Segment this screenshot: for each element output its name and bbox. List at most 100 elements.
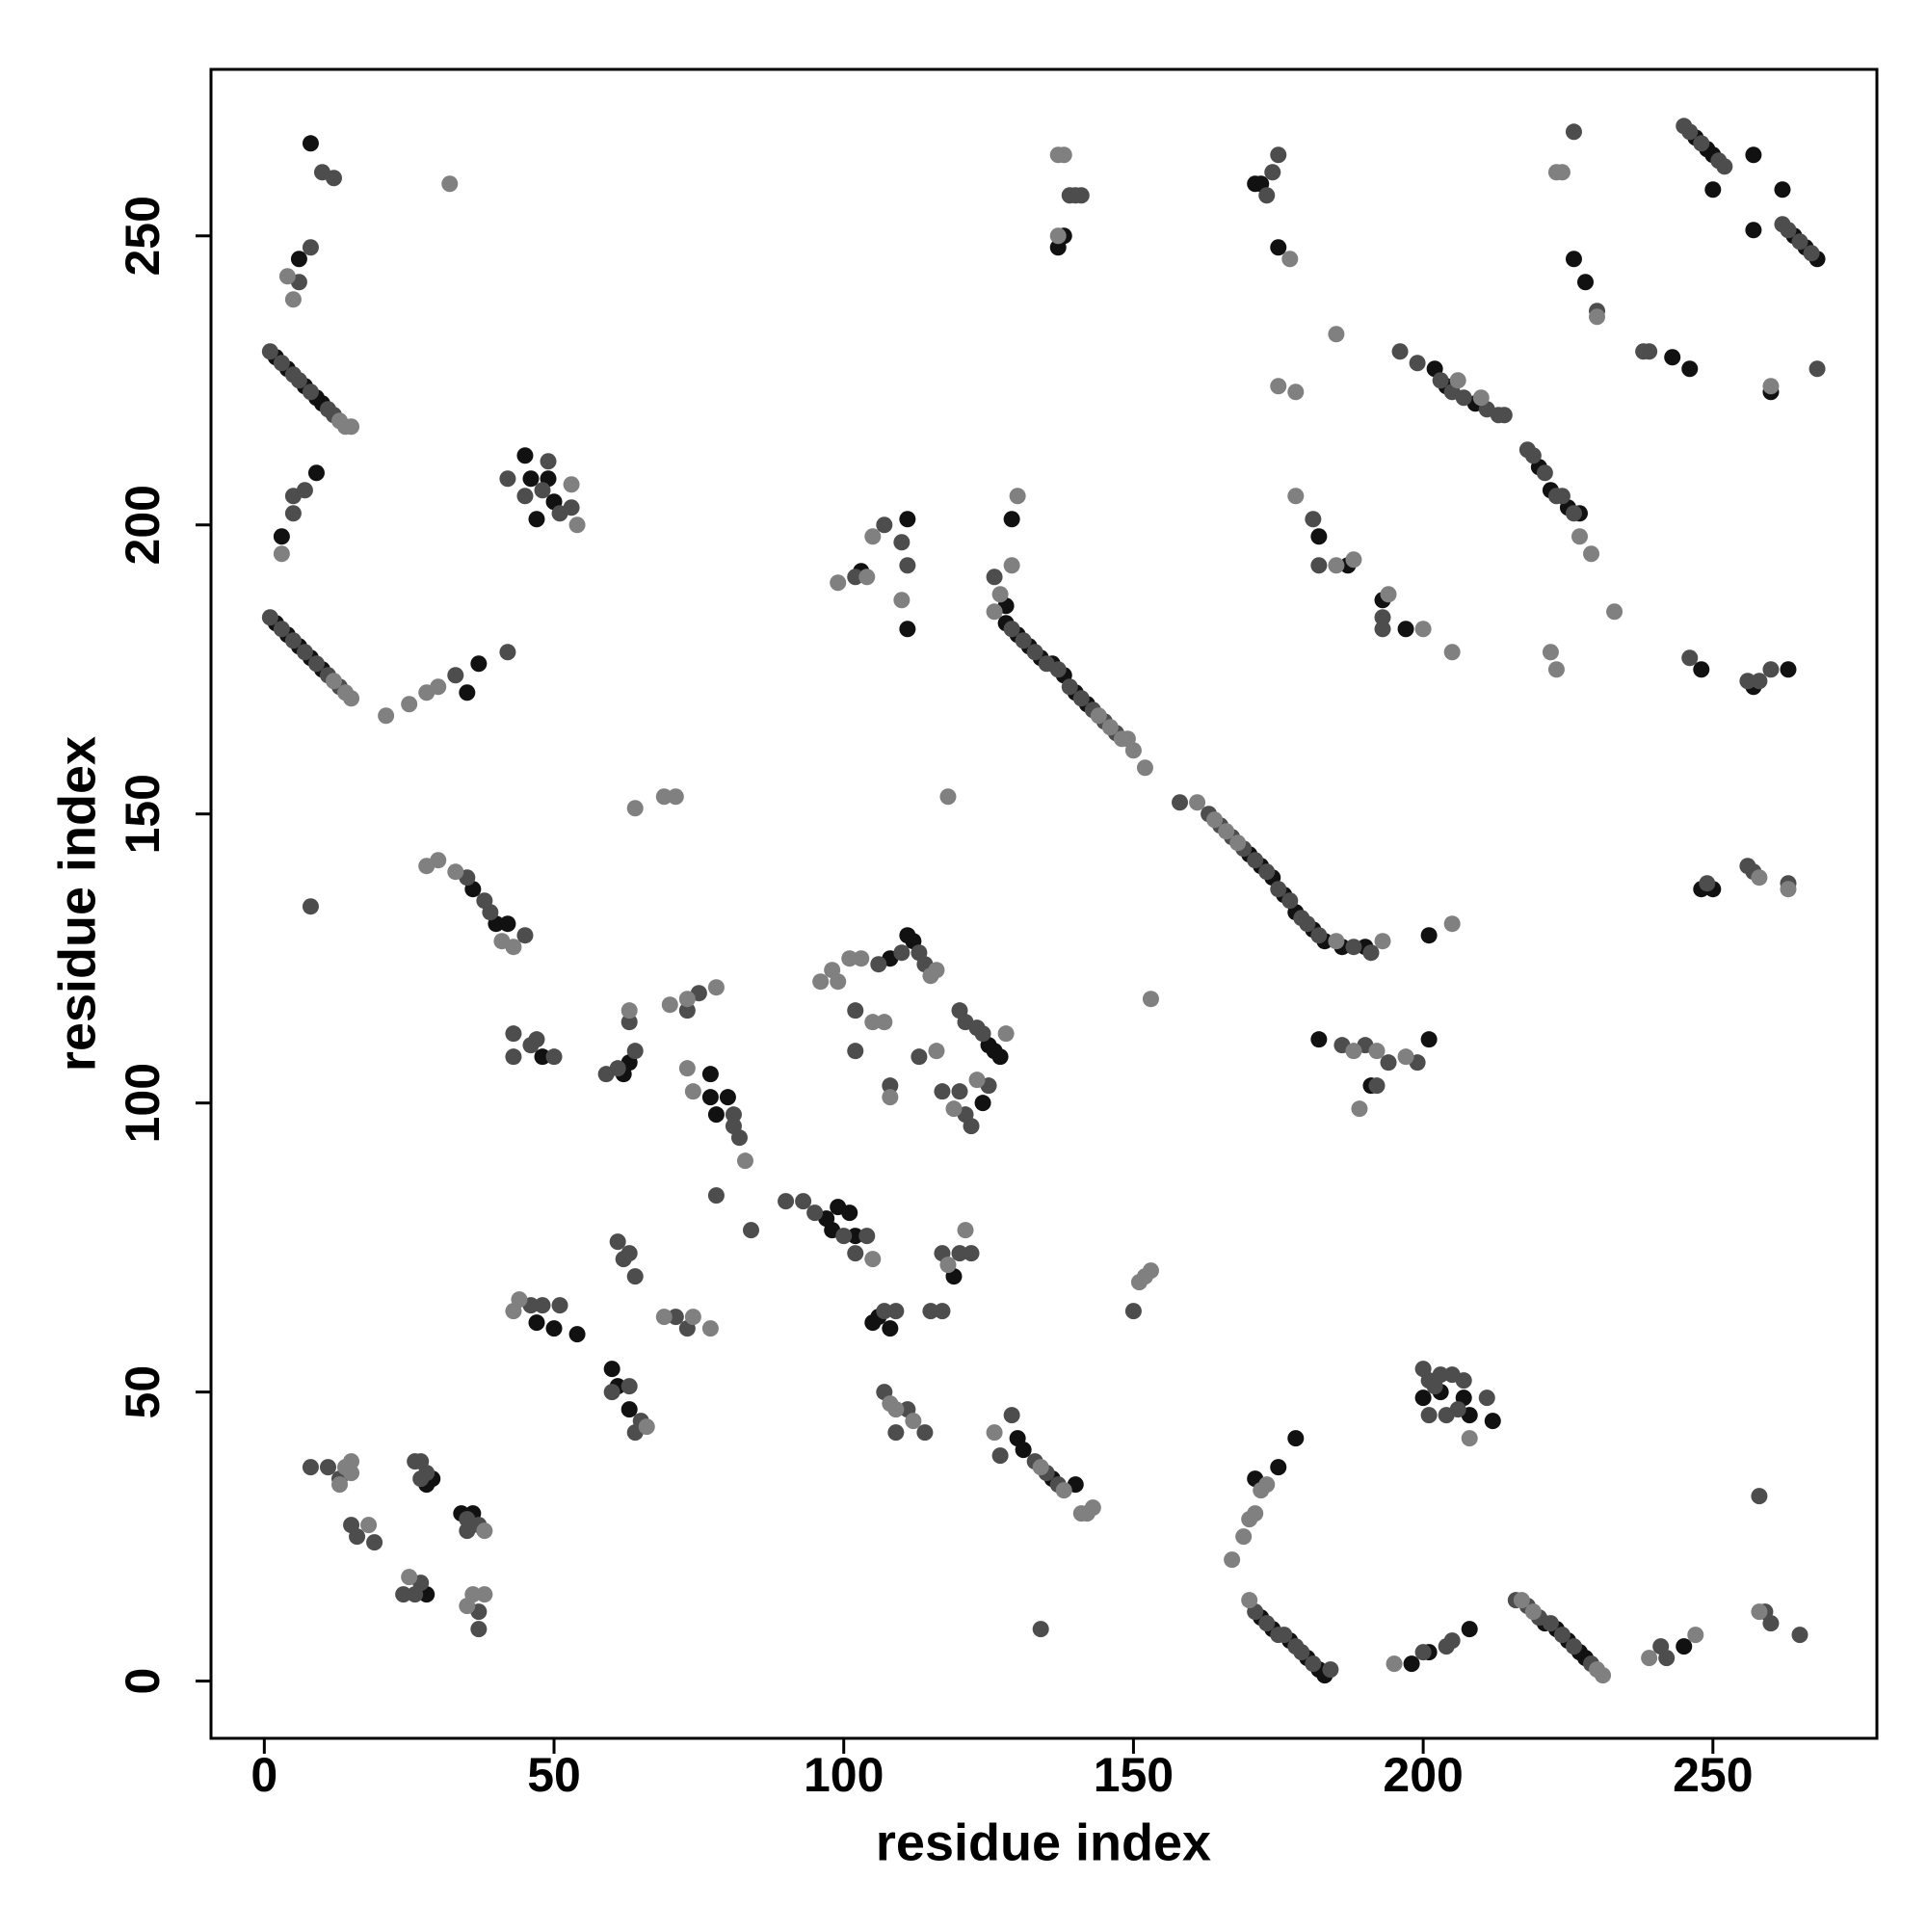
scatter-point (1762, 1615, 1780, 1632)
scatter-point (1455, 1372, 1472, 1389)
scatter-point (847, 569, 864, 586)
scatter-point (667, 788, 684, 806)
scatter-point (701, 1066, 719, 1083)
scatter-point (678, 1002, 696, 1019)
scatter-point (678, 991, 696, 1008)
y-tick-label: 150 (116, 774, 170, 854)
scatter-point (1791, 1627, 1808, 1644)
scatter-point (986, 1424, 1003, 1442)
scatter-point (1791, 233, 1808, 251)
scatter-point (1258, 1476, 1276, 1494)
scatter-point (1322, 1661, 1339, 1679)
scatter-point (1699, 875, 1716, 892)
scatter-point (534, 1297, 551, 1314)
y-tick-label: 0 (116, 1668, 170, 1695)
scatter-point (939, 788, 957, 806)
y-tick-label: 250 (116, 196, 170, 276)
scatter-point (841, 1204, 858, 1222)
scatter-point (1397, 621, 1414, 638)
scatter-point (1032, 1459, 1049, 1476)
scatter-point (986, 603, 1003, 621)
scatter-point (1693, 135, 1710, 152)
scatter-point (331, 1476, 349, 1494)
scatter-point (522, 1037, 540, 1054)
scatter-point (447, 863, 464, 881)
scatter-point (1414, 1389, 1432, 1407)
scatter-point (934, 1083, 951, 1100)
scatter-point (1351, 1100, 1368, 1118)
scatter-point (325, 170, 342, 187)
scatter-point (847, 1228, 864, 1245)
scatter-point (882, 1320, 899, 1337)
scatter-point (1751, 869, 1768, 887)
scatter-point (1553, 1627, 1571, 1644)
scatter-point (847, 1043, 864, 1060)
scatter-point (707, 1187, 725, 1204)
scatter-point (1606, 603, 1623, 621)
scatter-point (545, 1048, 563, 1066)
scatter-point (626, 800, 644, 817)
scatter-point (806, 1204, 824, 1222)
x-axis-title: residue index (876, 1813, 1211, 1871)
scatter-point (1368, 1077, 1386, 1095)
scatter-point (302, 1459, 319, 1476)
scatter-point (603, 1361, 620, 1378)
scatter-point (887, 1303, 905, 1320)
scatter-point (1172, 794, 1189, 811)
scatter-point (1061, 678, 1078, 696)
scatter-point (401, 696, 418, 713)
scatter-point (307, 464, 325, 482)
scatter-point (1270, 881, 1287, 898)
scatter-point (887, 1424, 905, 1442)
scatter-point (1780, 222, 1797, 239)
scatter-point (1328, 933, 1345, 950)
scatter-point (516, 927, 534, 944)
scatter-point (1003, 557, 1020, 574)
scatter-point (290, 372, 307, 389)
scatter-point (528, 511, 545, 528)
scatter-point (511, 1291, 528, 1309)
scatter-point (540, 453, 557, 470)
x-tick-label: 0 (251, 1748, 277, 1802)
scatter-point (725, 1106, 742, 1124)
scatter-point (957, 1222, 974, 1239)
scatter-point (1693, 661, 1710, 678)
scatter-point (1299, 915, 1316, 933)
scatter-point (1432, 372, 1449, 389)
scatter-point (430, 852, 447, 869)
scatter-point (1055, 1482, 1072, 1499)
scatter-point (899, 511, 916, 528)
scatter-point (1687, 1627, 1704, 1644)
scatter-point (1565, 123, 1582, 141)
scatter-point (516, 447, 534, 464)
scatter-point (430, 678, 447, 696)
scatter-point (261, 343, 278, 360)
scatter-point (1015, 1442, 1032, 1459)
x-tick-label: 150 (1094, 1748, 1174, 1802)
scatter-point (1524, 1603, 1542, 1621)
scatter-point (1420, 1031, 1438, 1048)
scatter-point (407, 1586, 424, 1603)
scatter-point (1681, 360, 1699, 378)
scatter-point (1443, 915, 1461, 933)
scatter-point (302, 135, 319, 152)
scatter-point (534, 1048, 551, 1066)
scatter-point (1513, 1592, 1530, 1609)
scatter-point (1704, 181, 1722, 198)
scatter-point (284, 632, 302, 649)
scatter-point (701, 1320, 719, 1337)
scatter-point (349, 1528, 366, 1546)
scatter-point (1032, 1621, 1049, 1638)
scatter-point (893, 592, 911, 609)
scatter-point (307, 655, 325, 673)
scatter-point (778, 1193, 795, 1210)
scatter-point (1270, 146, 1287, 164)
scatter-point (1536, 464, 1553, 482)
scatter-point (459, 684, 476, 701)
plot-frame (209, 67, 1879, 1740)
scatter-point (916, 1424, 934, 1442)
scatter-point (1716, 158, 1733, 175)
scatter-point (603, 1384, 620, 1401)
scatter-point (476, 1586, 493, 1603)
scatter-point (1310, 927, 1328, 944)
